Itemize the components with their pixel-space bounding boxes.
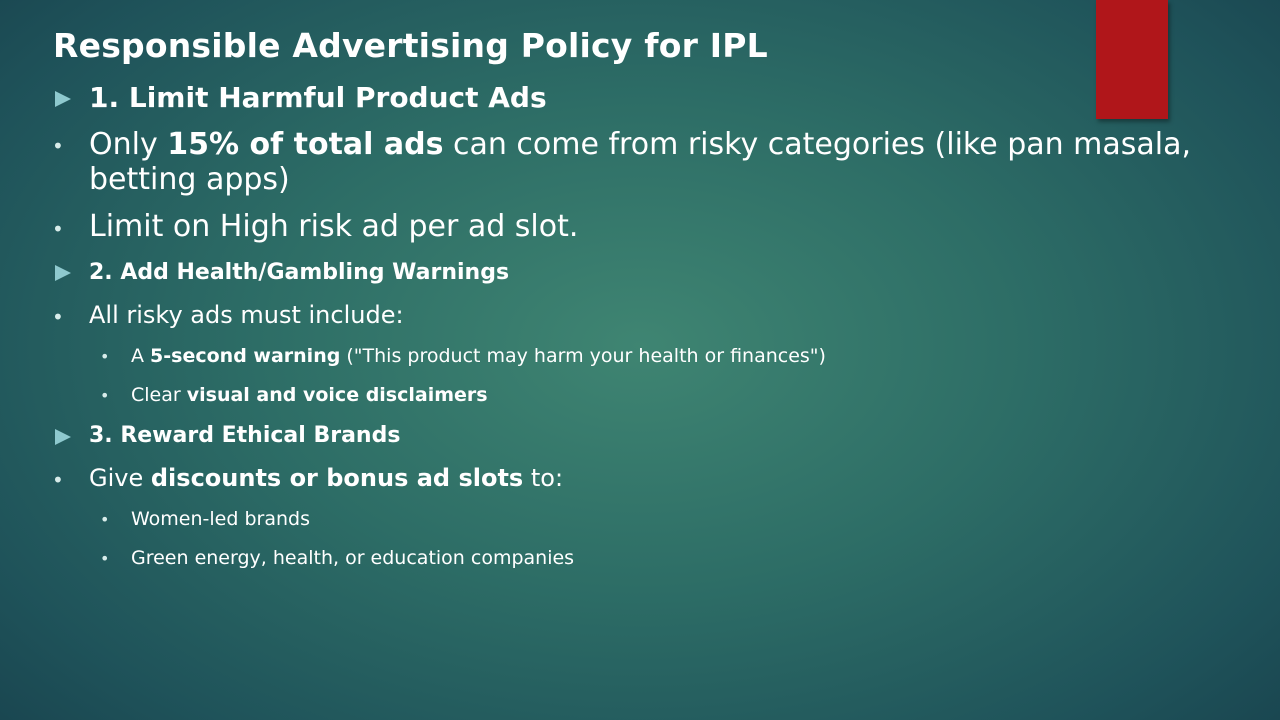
bullet-dot-icon: • — [52, 305, 64, 329]
bullet-risky-categories: Only 15% of total ads can come from risk… — [89, 127, 1191, 163]
bullet-text: Give — [89, 464, 151, 492]
bullet-dot-icon: • — [100, 386, 110, 405]
section-heading-1: 1. Limit Harmful Product Ads — [89, 81, 547, 114]
bullet-text: A — [131, 345, 151, 367]
bullet-high-risk-limit: Limit on High risk ad per ad slot. — [89, 209, 579, 244]
subbullet-green-energy: Green energy, health, or education compa… — [131, 547, 575, 569]
subbullet-women-led: Women-led brands — [131, 508, 310, 530]
triangle-right-icon — [55, 91, 71, 107]
triangle-right-icon — [55, 265, 71, 281]
bullet-text: Only — [89, 127, 168, 162]
bullet-text: ("This product may harm your health or f… — [340, 345, 826, 367]
bullet-dot-icon: • — [100, 549, 110, 568]
bullet-risky-ads-include: All risky ads must include: — [89, 301, 404, 329]
bullet-emphasis: 15% of total ads — [167, 127, 444, 162]
red-accent-bar — [1096, 0, 1168, 119]
bullet-text: can come from risky categories (like pan… — [443, 127, 1192, 162]
bullet-dot-icon: • — [100, 510, 110, 529]
bullet-dot-icon: • — [52, 217, 64, 241]
bullet-discounts: Give discounts or bonus ad slots to: — [89, 462, 563, 494]
bullet-dot-icon: • — [52, 134, 64, 158]
section-heading-2: 2. Add Health/Gambling Warnings — [89, 260, 510, 285]
bullet-emphasis: visual and voice disclaimers — [186, 384, 488, 406]
bullet-risky-categories-line2: betting apps) — [89, 162, 290, 197]
bullet-text: to: — [523, 464, 564, 492]
slide-title: Responsible Advertising Policy for IPL — [53, 26, 768, 65]
triangle-right-icon — [55, 429, 71, 445]
bullet-emphasis: discounts or bonus ad slots — [150, 464, 524, 492]
bullet-text: Clear — [131, 384, 187, 406]
bullet-emphasis: 5-second warning — [150, 345, 341, 367]
section-heading-3: 3. Reward Ethical Brands — [89, 423, 401, 448]
subbullet-disclaimers: Clear visual and voice disclaimers — [131, 381, 488, 409]
subbullet-warning: A 5-second warning ("This product may ha… — [131, 342, 826, 370]
bullet-dot-icon: • — [100, 347, 110, 366]
bullet-dot-icon: • — [52, 468, 64, 492]
